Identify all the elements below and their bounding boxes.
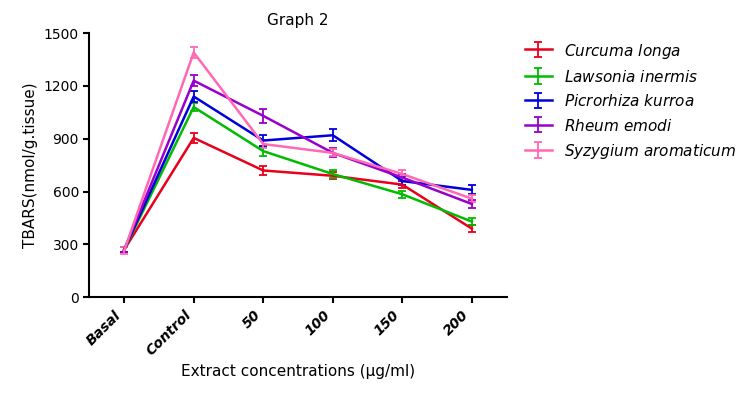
Title: Graph 2: Graph 2	[267, 13, 329, 28]
X-axis label: Extract concentrations (μg/ml): Extract concentrations (μg/ml)	[181, 364, 415, 379]
Y-axis label: TBARS(nmol/g.tissue): TBARS(nmol/g.tissue)	[23, 82, 38, 248]
Legend: $\it{Curcuma\ longa}$, $\it{Lawsonia\ inermis}$, $\it{Picrorhiza\ kurroa}$, $\it: $\it{Curcuma\ longa}$, $\it{Lawsonia\ in…	[519, 36, 743, 167]
